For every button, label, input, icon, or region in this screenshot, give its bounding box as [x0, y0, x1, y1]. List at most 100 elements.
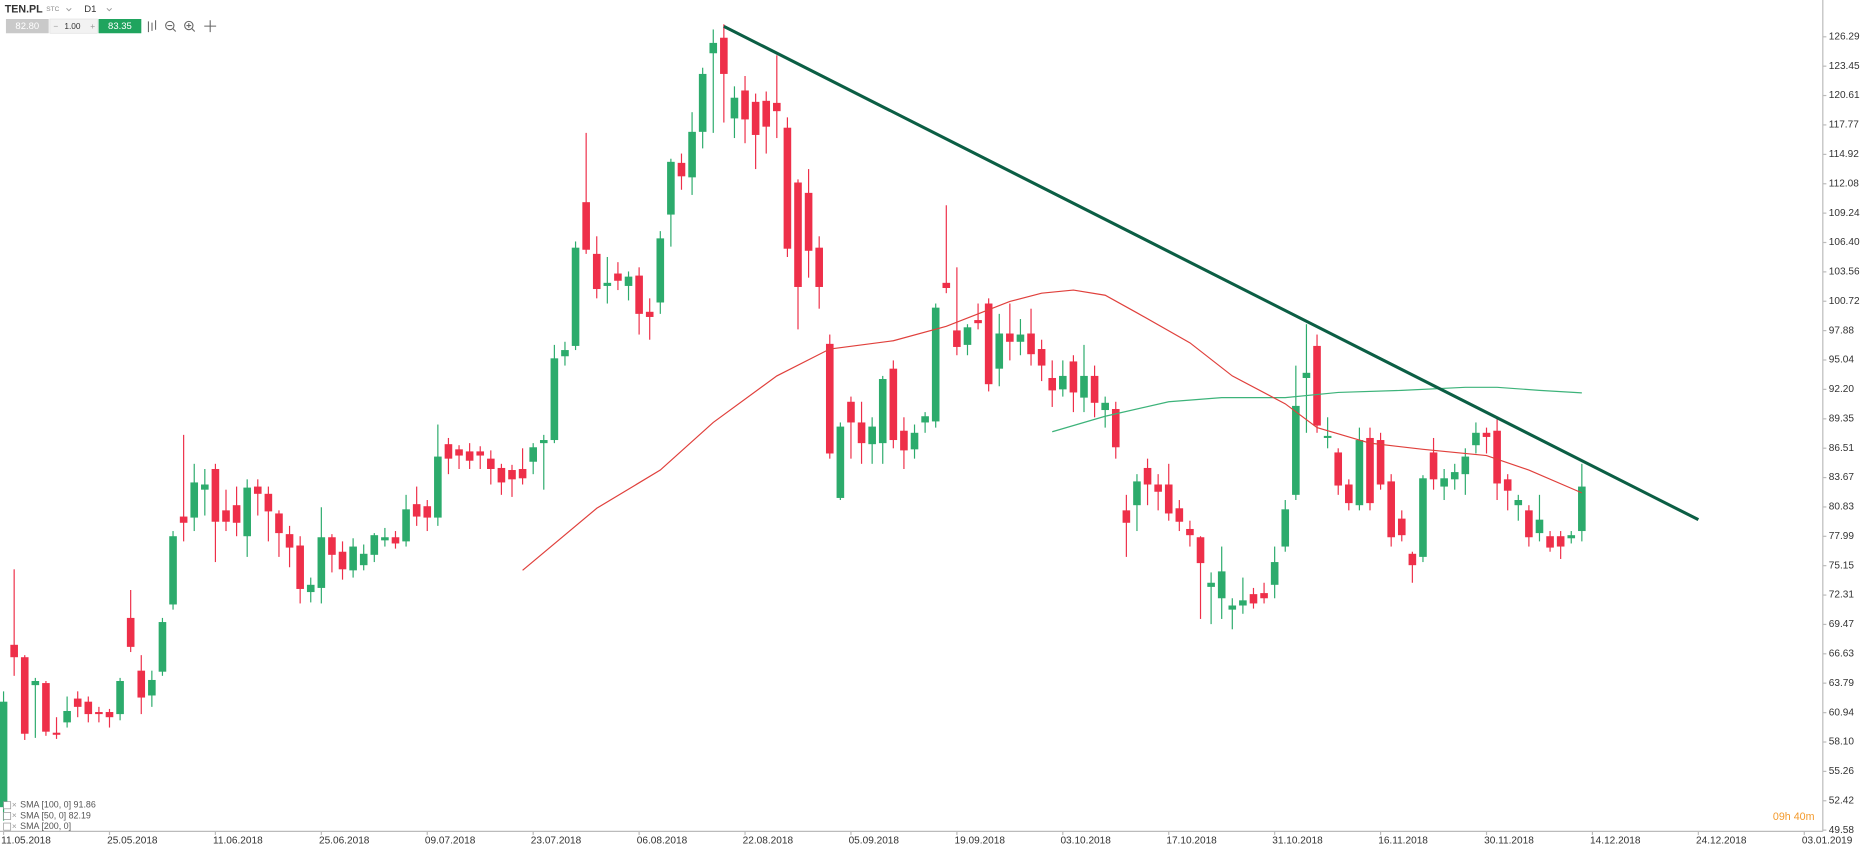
candle-body [338, 551, 347, 570]
candle-body [953, 330, 961, 347]
y-tick-label: 114.92 [1829, 149, 1859, 160]
candle-body [1196, 537, 1205, 564]
candle-body [1535, 519, 1544, 534]
candle-body [232, 505, 241, 523]
y-tick-label: 120.61 [1829, 90, 1860, 101]
candle-body [857, 422, 866, 444]
candle-body [582, 202, 590, 250]
bid-price: 82.80 [15, 21, 39, 32]
candle-body [709, 42, 718, 54]
candle-body [1228, 605, 1237, 610]
candle-body [1482, 432, 1491, 437]
candle-body [1270, 562, 1279, 585]
crosshair-icon[interactable] [204, 20, 217, 33]
candle-body [1006, 333, 1014, 342]
candle-body [1016, 334, 1025, 342]
x-tick-label: 11.06.2018 [213, 836, 263, 847]
candle-body [1101, 402, 1109, 411]
candle-body [434, 456, 442, 518]
candle-body [1450, 472, 1459, 480]
y-tick-label: 103.56 [1829, 267, 1860, 278]
y-tick-label: 86.51 [1829, 443, 1855, 454]
legend-icon [3, 822, 12, 831]
candle-body [1111, 409, 1120, 448]
symbol[interactable]: TEN.PL [5, 3, 43, 15]
candle-body [508, 470, 516, 480]
candle-body [476, 451, 485, 456]
candle-body [349, 546, 357, 571]
candle-body [1546, 536, 1554, 548]
bid-box[interactable] [5, 19, 49, 34]
y-tick-label: 63.79 [1829, 678, 1855, 689]
candle-body [1525, 510, 1533, 538]
candle-body [963, 327, 972, 345]
y-tick-label: 69.47 [1829, 619, 1855, 630]
candle-body [1281, 509, 1290, 547]
candle-body [52, 732, 61, 735]
candle-body [624, 276, 633, 286]
dropdown-arrow[interactable] [66, 7, 72, 12]
candle-body [1302, 372, 1311, 378]
candle-body [444, 444, 453, 459]
y-tick-label: 123.45 [1829, 61, 1860, 72]
y-tick-label: 126.29 [1829, 31, 1860, 42]
candle-body [243, 487, 251, 537]
ask-box[interactable] [98, 19, 142, 34]
candle-body [253, 486, 262, 494]
plus[interactable]: + [90, 21, 95, 31]
candle-body [984, 303, 993, 385]
chart-type-icon[interactable] [147, 20, 157, 33]
legend-label: SMA [200, 0] [20, 821, 71, 831]
candle-body [974, 320, 982, 324]
candle-body [720, 37, 728, 74]
candle-body [1143, 467, 1152, 485]
candle-body [1217, 571, 1226, 599]
candle-body [1080, 375, 1088, 398]
candle-body [847, 401, 855, 423]
candle-body [84, 701, 93, 715]
candle-body [169, 536, 177, 605]
x-tick-label: 23.07.2018 [531, 836, 582, 847]
candle-body [73, 698, 82, 707]
volume-box[interactable] [49, 18, 98, 34]
zoom-in-icon[interactable] [184, 20, 194, 31]
y-tick-label: 83.67 [1829, 472, 1855, 483]
candle-body [1090, 375, 1099, 403]
candle-body [158, 622, 167, 672]
interval[interactable]: D1 [84, 4, 96, 15]
x-tick-label: 14.12.2018 [1590, 836, 1641, 847]
zoom-in-glyph [186, 23, 196, 32]
candle-body [222, 510, 230, 522]
candle-body [677, 162, 686, 177]
candle-body [910, 432, 919, 450]
candle-body [370, 535, 379, 555]
candle-body [1292, 405, 1300, 495]
x-tick-label: 30.11.2018 [1484, 836, 1534, 847]
candle-body [592, 253, 601, 290]
candle-body [741, 90, 749, 120]
candle-body [1175, 508, 1184, 522]
candle-body [1345, 484, 1353, 504]
candle-body [1461, 456, 1470, 475]
legend-icon [3, 801, 12, 810]
candle-body [1122, 510, 1131, 523]
candle-body [1154, 484, 1162, 492]
candle-body [126, 617, 135, 647]
candle-body [1376, 440, 1385, 485]
dropdown-arrow[interactable] [106, 7, 112, 12]
x-tick-label: 17.10.2018 [1166, 836, 1217, 847]
candle-body [1472, 432, 1480, 446]
candle-body [1387, 481, 1395, 538]
ask-price: 83.35 [108, 21, 132, 32]
x-tick-label: 09.07.2018 [425, 836, 476, 847]
candle-body [116, 681, 124, 715]
volume: 1.00 [64, 21, 81, 31]
candle-body [148, 679, 156, 696]
y-tick-label: 75.15 [1829, 560, 1855, 571]
candle-body [1059, 375, 1067, 390]
candle-body [1556, 536, 1565, 547]
zoom-out-icon[interactable] [165, 20, 175, 31]
legend-close: × [12, 799, 17, 809]
candle-body [529, 447, 537, 462]
minus[interactable]: − [53, 21, 58, 31]
